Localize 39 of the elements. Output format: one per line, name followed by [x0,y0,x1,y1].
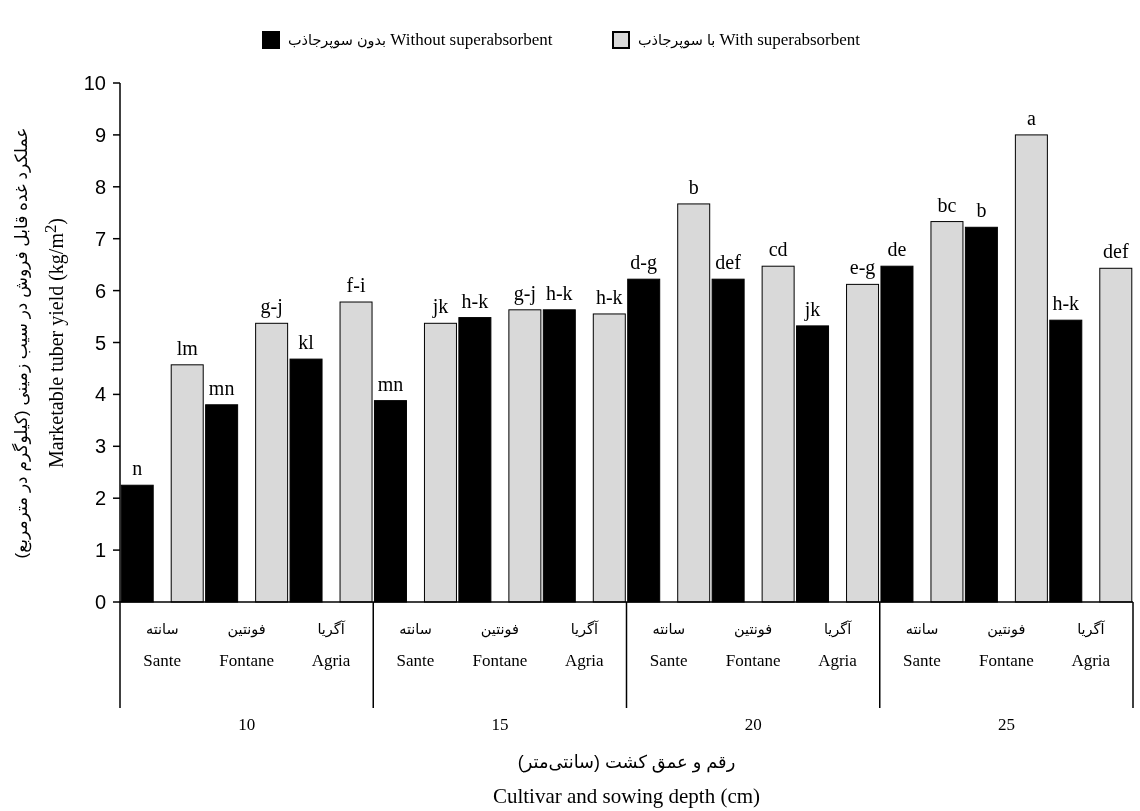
data-label: n [132,457,143,480]
y-tick-label: 6 [94,279,106,302]
text: 20 [744,715,762,734]
data-label: g-j [260,295,283,319]
data-label: h-k [545,281,573,304]
y-tick-label: 3 [94,435,106,458]
data-label: jk [431,295,449,319]
data-label: de [887,238,907,261]
data-label: d-g [630,251,658,275]
data-label: g-j [513,281,536,305]
y-tick-label: 2 [94,487,106,510]
data-label: a [1026,106,1036,129]
y-tick-label: 0 [94,591,106,613]
text: 10 [238,715,256,734]
data-label: h-k [595,285,623,308]
data-label: bc [937,193,957,216]
data-label: b [688,175,699,198]
y-tick-label: 1 [94,539,106,562]
text: 15 [491,715,509,734]
data-label: lm [176,336,199,359]
data-label: cd [768,238,788,261]
data-label: jk [803,297,821,321]
text: 25 [997,715,1015,734]
data-label: def [1103,240,1129,263]
data-label: f-i [346,274,366,297]
y-tick-label: 5 [94,331,106,354]
data-label: b [976,199,987,222]
data-label: e-g [849,256,876,280]
data-label: h-k [1052,292,1080,315]
data-label: kl [298,331,315,354]
data-label: mn [377,372,404,395]
data-label: def [715,251,742,274]
y-tick-label: 10 [83,72,106,94]
data-label: mn [208,376,235,399]
data-label: h-k [461,289,489,312]
y-tick-label: 4 [94,383,106,406]
y-tick-label: 8 [94,175,106,198]
y-tick-label: 7 [94,227,106,250]
y-tick-label: 9 [94,123,106,146]
